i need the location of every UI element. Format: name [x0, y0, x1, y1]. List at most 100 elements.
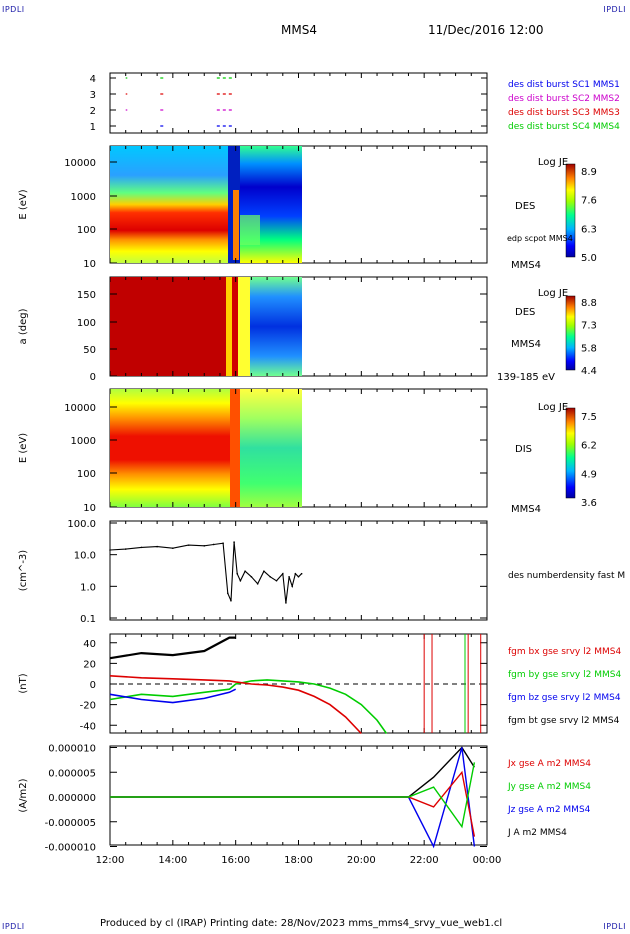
- density-ytick-label: 100.0: [67, 519, 96, 530]
- density-point: [109, 549, 111, 551]
- spacecraft-title: MMS4: [281, 23, 317, 37]
- fgm-ytick-label: -40: [80, 721, 96, 732]
- current-ylabel: (A/m2): [18, 778, 29, 812]
- ytick-label: 100: [77, 225, 96, 236]
- current-ytick-label: -0.000005: [45, 818, 96, 829]
- des-pitch-label: DES: [515, 307, 535, 318]
- density-point: [250, 576, 253, 578]
- burst-legend-entry: des dist burst SC1 MMS1: [508, 80, 620, 90]
- density-point: [281, 572, 284, 575]
- burst-ytick-label: 4: [90, 74, 96, 85]
- density-point: [300, 572, 303, 575]
- corner-label-top-left: IPDLI: [2, 5, 25, 14]
- ytick-label: 1000: [71, 436, 96, 447]
- density-point: [156, 545, 158, 548]
- density-point: [187, 544, 190, 546]
- density-ytick-label: 0.1: [80, 614, 96, 625]
- fgm-ytick-label: 20: [83, 659, 96, 670]
- density-ylabel: (cm^-3): [18, 550, 29, 591]
- ytick-label: 10: [83, 259, 96, 270]
- footer-info: Produced by cl (IRAP) Printing date: 28/…: [100, 918, 503, 929]
- burst-ytick-label: 2: [90, 106, 96, 117]
- density-point: [239, 579, 242, 582]
- colorbar-tick-label: 4.9: [581, 469, 597, 480]
- fgm-ytick-label: -20: [80, 701, 96, 712]
- burst-ytick-label: 1: [90, 122, 96, 133]
- density-point: [269, 576, 272, 578]
- colorbar-title: Log JE: [538, 288, 568, 299]
- time-tick-label: 18:00: [284, 855, 313, 866]
- density-point: [203, 545, 206, 547]
- ytick-label: 50: [83, 345, 96, 356]
- current-ytick-label: 0.000000: [48, 793, 96, 804]
- time-tick-label: 00:00: [473, 855, 502, 866]
- corner-label-bottom-right: IPDLI: [603, 922, 626, 931]
- dis-energy-sc-label: MMS4: [511, 504, 541, 515]
- colorbar-tick-label: 4.4: [581, 366, 597, 377]
- pitch-energy-range: 139-185 eV: [497, 372, 555, 383]
- density-point: [275, 579, 278, 582]
- current-legend-entry: Jz gse A m2 MMS4: [507, 805, 591, 815]
- colorbar-tick-label: 7.3: [581, 321, 597, 332]
- density-point: [291, 585, 294, 588]
- density-panel-frame: [109, 520, 488, 621]
- burst-legend-entry: des dist burst SC4 MMS4: [508, 122, 620, 132]
- density-point: [140, 546, 143, 549]
- ytick-label: 10: [83, 503, 96, 514]
- des-pitch-sc-label: MMS4: [511, 339, 541, 350]
- current-ytick-label: 0.000010: [48, 744, 96, 755]
- density-point: [124, 548, 127, 550]
- ytick-label: 100: [77, 318, 96, 329]
- ytick-label: 150: [77, 290, 96, 301]
- colorbar-title: Log JE: [538, 157, 568, 168]
- fgm-legend-entry: fgm bx gse srvy l2 MMS4: [508, 647, 621, 657]
- density-point: [294, 572, 297, 575]
- colorbar-tick-label: 7.5: [581, 412, 597, 423]
- ytick-label: 10000: [64, 158, 96, 169]
- density-point: [227, 592, 229, 595]
- corner-label-bottom-left: IPDLI: [2, 922, 25, 931]
- dis-energy-colorbar: [565, 407, 576, 499]
- density-point: [285, 602, 287, 604]
- des-energy-spectrogram: [110, 146, 302, 263]
- dis-energy-label: DIS: [515, 444, 532, 455]
- current-panel-frame: [109, 745, 488, 846]
- density-point: [256, 583, 259, 585]
- density-point: [172, 547, 174, 550]
- fgm-legend-entry: fgm bz gse srvy l2 MMS4: [508, 693, 621, 703]
- colorbar-tick-label: 7.6: [581, 196, 597, 207]
- density-point: [230, 599, 232, 602]
- panel-ylabel: E (eV): [18, 433, 29, 463]
- scpot-label: edp scpot MMS4: [507, 234, 573, 243]
- density-point: [233, 541, 235, 543]
- current-legend-entry: Jy gse A m2 MMS4: [507, 782, 591, 792]
- colorbar-tick-label: 8.8: [581, 298, 597, 309]
- corner-label-top-right: IPDLI: [603, 5, 626, 14]
- ytick-label: 100: [77, 469, 96, 480]
- density-legend: des numberdensity fast M: [508, 571, 625, 581]
- fgm-legend-entry: fgm by gse srvy l2 MMS4: [508, 670, 621, 680]
- time-tick-label: 12:00: [96, 855, 125, 866]
- density-ytick-label: 10.0: [74, 551, 96, 562]
- current-legend-entry: J A m2 MMS4: [507, 828, 567, 838]
- burst-legend-entry: des dist burst SC2 MMS2: [508, 94, 620, 104]
- time-tick-label: 16:00: [221, 855, 250, 866]
- fgm-series-by: [109, 679, 388, 734]
- time-tick-label: 14:00: [158, 855, 187, 866]
- colorbar-tick-label: 8.9: [581, 167, 597, 178]
- fgm-ytick-label: 40: [83, 639, 96, 650]
- fgm-legend-entry: fgm bt gse srvy l2 MMS4: [508, 716, 620, 726]
- density-point: [244, 570, 246, 573]
- colorbar-tick-label: 5.8: [581, 343, 597, 354]
- time-tick-label: 20:00: [347, 855, 376, 866]
- panel-ylabel: E (eV): [18, 189, 29, 219]
- panel-ylabel: a (deg): [18, 308, 29, 344]
- des-energy-sc-label: MMS4: [511, 260, 541, 271]
- density-point: [288, 576, 290, 578]
- burst-ytick-label: 3: [90, 90, 96, 101]
- current-ytick-label: 0.000005: [48, 768, 96, 779]
- ytick-label: 10000: [64, 403, 96, 414]
- current-series-jy: [110, 762, 476, 829]
- fgm-ytick-label: 0: [90, 680, 96, 691]
